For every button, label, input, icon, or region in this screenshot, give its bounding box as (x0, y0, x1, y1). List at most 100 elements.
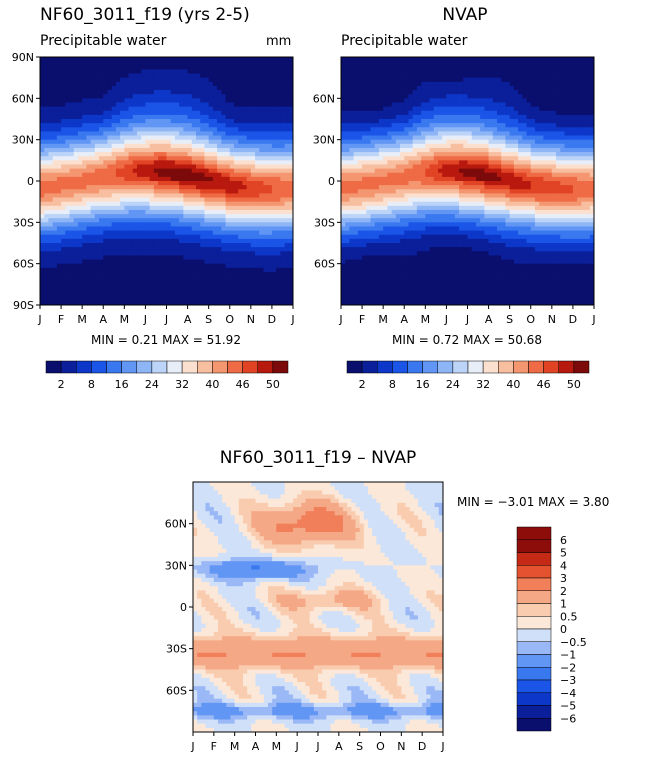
heatmap-cell (357, 110, 363, 116)
heatmap-cell (90, 193, 96, 198)
heatmap-cell (383, 139, 388, 145)
heatmap-cell (421, 172, 426, 178)
heatmap-cell (191, 243, 197, 248)
heatmap-cell (263, 94, 269, 99)
heatmap-cell (288, 247, 294, 252)
heatmap-cell (374, 69, 380, 74)
heatmap-cell (276, 300, 281, 306)
heatmap-cell (107, 139, 113, 145)
heatmap-cell (166, 172, 172, 178)
heatmap-cell (288, 152, 294, 157)
heatmap-cell (280, 139, 285, 145)
heatmap-cell (353, 65, 359, 70)
heatmap-cell (280, 147, 285, 153)
panel-subtitle: Precipitable water (40, 33, 167, 49)
heatmap-cell (86, 300, 91, 306)
heatmap-cell (208, 288, 214, 293)
heatmap-cell (395, 127, 401, 132)
heatmap-cell (56, 234, 62, 240)
heatmap-cell (242, 73, 248, 79)
heatmap-cell (103, 127, 108, 132)
heatmap-cell (44, 98, 49, 103)
heatmap-cell (179, 114, 184, 120)
heatmap-cell (429, 197, 435, 203)
heatmap-cell (233, 292, 239, 298)
heatmap-cell (242, 106, 248, 112)
heatmap-cell (40, 172, 45, 178)
heatmap-cell (69, 139, 75, 145)
heatmap-cell (208, 114, 214, 120)
heatmap-cell (124, 280, 129, 285)
heatmap-cell (166, 77, 172, 83)
heatmap-cell (77, 69, 83, 74)
heatmap-cell (196, 259, 201, 265)
heatmap-cell (200, 205, 205, 211)
heatmap-cell (107, 57, 113, 62)
heatmap-cell (255, 243, 260, 248)
heatmap-cell (250, 247, 256, 252)
heatmap-cell (242, 114, 248, 120)
heatmap-cell (124, 226, 129, 231)
heatmap-cell (391, 139, 397, 145)
heatmap-cell (374, 156, 380, 161)
heatmap-cell (208, 123, 214, 128)
heatmap-cell (107, 61, 113, 66)
heatmap-cell (187, 106, 193, 112)
heatmap-cell (233, 77, 239, 83)
heatmap-cell (374, 230, 380, 236)
heatmap-cell (86, 280, 91, 285)
heatmap-cell (141, 205, 146, 211)
heatmap-cell (56, 189, 62, 194)
heatmap-cell (387, 127, 392, 132)
heatmap-cell (259, 81, 264, 87)
heatmap-cell (267, 251, 273, 256)
heatmap-cell (187, 73, 193, 79)
heatmap-cell (124, 247, 129, 252)
heatmap-cell (280, 280, 285, 285)
heatmap-cell (103, 201, 108, 207)
heatmap-cell (267, 147, 273, 153)
heatmap-cell (250, 61, 256, 66)
heatmap-cell (288, 243, 294, 248)
heatmap-cell (56, 127, 62, 132)
heatmap-cell (124, 271, 129, 277)
heatmap-cell (238, 222, 243, 227)
heatmap-cell (357, 263, 363, 269)
heatmap-cell (233, 276, 239, 281)
heatmap-cell (267, 152, 273, 157)
heatmap-cell (107, 94, 113, 99)
heatmap-cell (145, 57, 151, 62)
heatmap-cell (242, 65, 248, 70)
heatmap-cell (204, 147, 210, 153)
heatmap-cell (229, 251, 235, 256)
heatmap-cell (250, 143, 256, 149)
heatmap-cell (73, 300, 79, 306)
heatmap-cell (366, 205, 371, 211)
heatmap-cell (136, 226, 142, 231)
heatmap-cell (416, 263, 422, 269)
heatmap-cell (208, 218, 214, 223)
heatmap-cell (246, 292, 252, 298)
heatmap-cell (238, 218, 243, 223)
heatmap-cell (395, 147, 401, 153)
heatmap-cell (400, 69, 405, 74)
heatmap-cell (145, 143, 151, 149)
heatmap-cell (250, 276, 256, 281)
heatmap-cell (204, 160, 210, 165)
heatmap-cell (170, 57, 176, 62)
heatmap-cell (174, 251, 180, 256)
heatmap-cell (132, 172, 138, 178)
heatmap-cell (128, 168, 134, 174)
heatmap-cell (362, 284, 367, 289)
heatmap-cell (345, 247, 350, 252)
heatmap-cell (374, 181, 380, 186)
heatmap-cell (120, 280, 125, 285)
heatmap-cell (246, 152, 252, 157)
heatmap-cell (65, 238, 70, 244)
heatmap-cell (86, 201, 91, 207)
heatmap-cell (73, 226, 79, 231)
heatmap-cell (179, 284, 184, 289)
heatmap-cell (183, 77, 188, 83)
heatmap-cell (267, 226, 273, 231)
heatmap-cell (61, 209, 66, 215)
